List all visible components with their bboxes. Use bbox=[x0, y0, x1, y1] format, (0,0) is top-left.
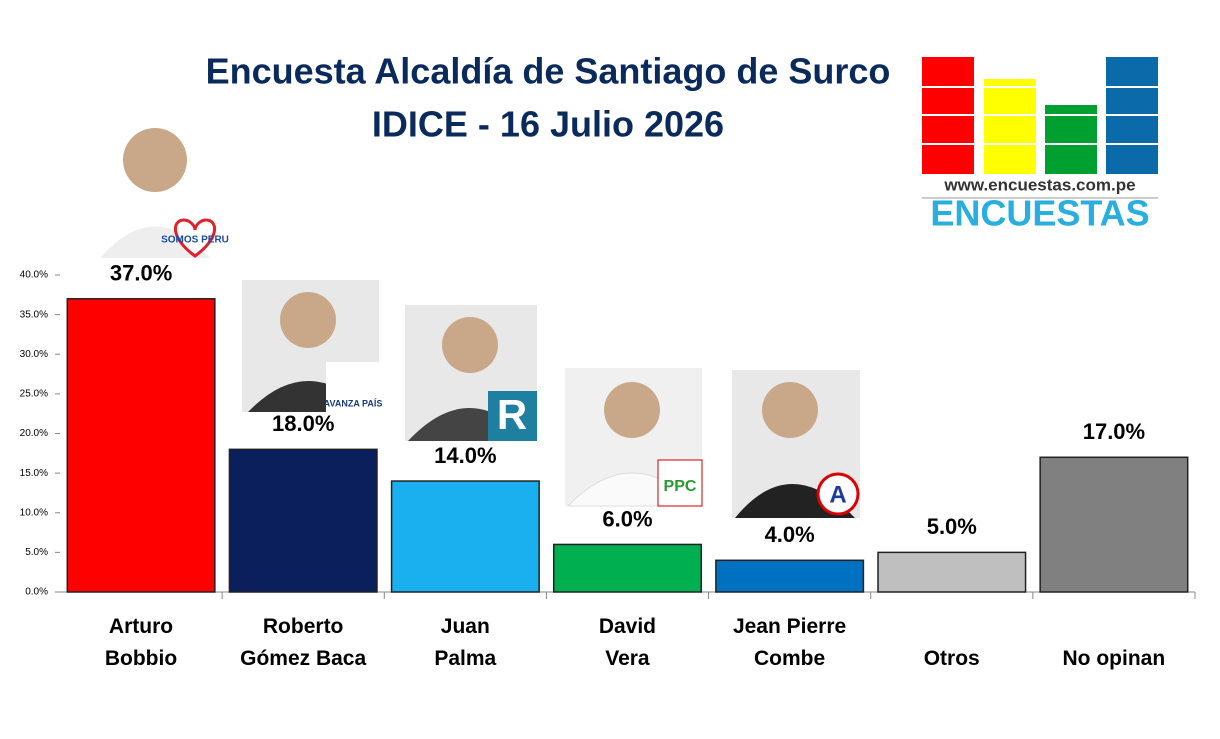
party-label: R bbox=[497, 391, 527, 438]
y-tick-label: 30.0% bbox=[20, 349, 48, 360]
party-label: A bbox=[829, 481, 846, 508]
y-tick-label: 10.0% bbox=[20, 507, 48, 518]
x-tick-label: Jean Pierre Combe bbox=[732, 615, 847, 670]
value-label: 18.0% bbox=[272, 411, 334, 436]
bar bbox=[228, 448, 378, 593]
chart-title: Encuesta Alcaldía de Santiago de Surco bbox=[206, 51, 891, 92]
bar bbox=[390, 480, 540, 593]
value-label: 14.0% bbox=[434, 443, 496, 468]
party-logos: SOMOS PERU AVANZA PAÍS R PPC A bbox=[161, 218, 860, 516]
x-tick-label: Arturo Bobbio bbox=[104, 615, 178, 670]
value-label: 4.0% bbox=[765, 522, 815, 547]
logo-url: www.encuestas.com.pe bbox=[943, 175, 1135, 194]
bar bbox=[552, 543, 703, 593]
value-label: 37.0% bbox=[110, 261, 172, 286]
logo: www.encuestas.com.pe ENCUESTAS bbox=[920, 57, 1160, 234]
x-tick-label: No opinan bbox=[1062, 647, 1166, 670]
bar bbox=[66, 298, 216, 593]
y-tick-label: 25.0% bbox=[20, 389, 48, 400]
y-tick-label: 5.0% bbox=[25, 547, 48, 558]
value-label: 5.0% bbox=[927, 514, 977, 539]
y-tick-label: 15.0% bbox=[20, 468, 48, 479]
x-tick-label: David Vera bbox=[598, 615, 657, 670]
logo-name: ENCUESTAS bbox=[930, 193, 1149, 234]
y-tick-label: 35.0% bbox=[20, 309, 48, 320]
y-tick-label: 40.0% bbox=[20, 270, 48, 281]
party-label: PPC bbox=[664, 478, 697, 495]
party-label: AVANZA PAÍS bbox=[324, 398, 383, 408]
value-label: 6.0% bbox=[602, 506, 652, 531]
y-tick-label: 0.0% bbox=[25, 587, 48, 598]
bar bbox=[715, 559, 865, 593]
chart-subtitle: IDICE - 16 Julio 2026 bbox=[372, 104, 724, 145]
x-tick-label: Otros bbox=[923, 647, 980, 670]
bar bbox=[1039, 456, 1189, 593]
x-tick-label: Roberto Gómez Baca bbox=[240, 615, 367, 670]
value-label: 17.0% bbox=[1083, 419, 1145, 444]
bar bbox=[877, 551, 1027, 593]
y-tick-label: 20.0% bbox=[20, 428, 48, 439]
party-label: SOMOS PERU bbox=[161, 235, 229, 246]
x-tick-label: Juan Palma bbox=[434, 615, 497, 670]
